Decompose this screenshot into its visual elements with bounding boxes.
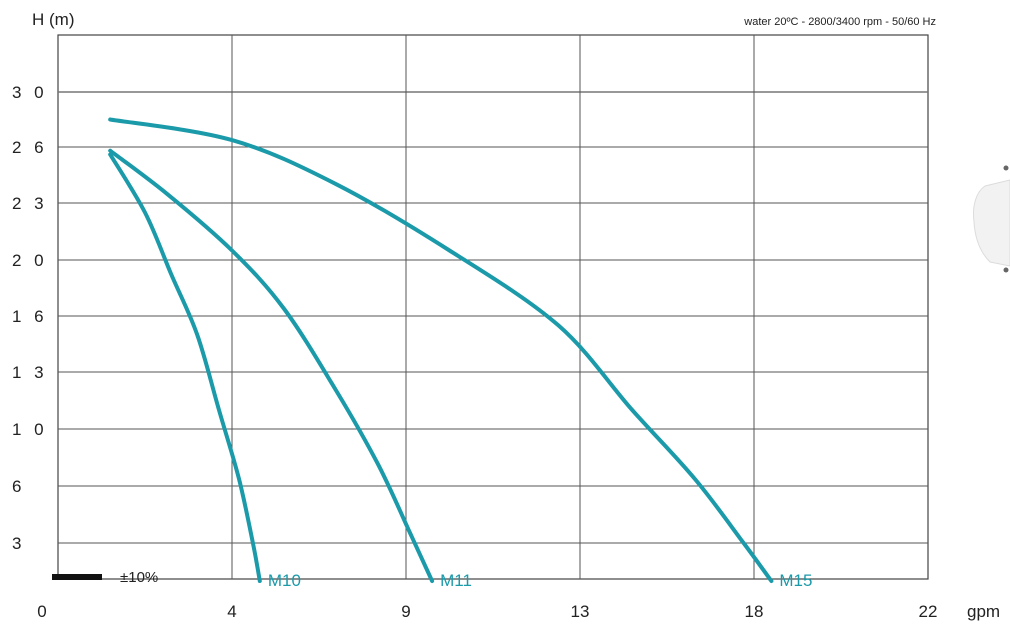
x-tick-labels: 0 4 9 13 18 22 — [37, 602, 937, 621]
curve-m15 — [108, 117, 774, 583]
y-tick-labels: 3 0 2 6 2 3 2 0 1 6 1 3 1 0 6 3 — [12, 83, 48, 553]
pump-curves — [108, 117, 774, 583]
y-tick-label: 2 3 — [12, 194, 48, 213]
x-tick-label: 13 — [571, 602, 590, 621]
y-tick-label: 1 3 — [12, 363, 48, 382]
x-axis-title: gpm — [967, 602, 1000, 621]
horizontal-grid — [58, 91, 928, 544]
y-tick-label: 6 — [12, 477, 25, 496]
y-tick-label: 1 0 — [12, 420, 48, 439]
series-label-m10: M10 — [268, 571, 301, 590]
series-labels: M10 M11 M15 — [268, 571, 813, 590]
pump-product-image — [973, 165, 1010, 273]
x-tick-label: 9 — [401, 602, 410, 621]
y-tick-label: 3 — [12, 534, 25, 553]
y-tick-label: 1 6 — [12, 307, 48, 326]
chart-subtitle: water 20ºC - 2800/3400 rpm - 50/60 Hz — [743, 16, 936, 28]
curve-m10 — [108, 152, 262, 583]
tolerance-bar — [52, 574, 102, 580]
vertical-grid — [231, 35, 755, 579]
series-label-m15: M15 — [779, 571, 812, 590]
y-axis-title: H (m) — [32, 10, 74, 29]
plot-frame — [57, 34, 929, 580]
y-tick-label: 2 6 — [12, 138, 48, 157]
tolerance-label: ±10% — [120, 569, 158, 586]
x-tick-label: 22 — [919, 602, 938, 621]
series-label-m11: M11 — [440, 571, 472, 590]
x-tick-label: 18 — [745, 602, 764, 621]
x-tick-label: 4 — [227, 602, 236, 621]
curve-m11 — [108, 148, 435, 583]
y-tick-label: 3 0 — [12, 83, 48, 102]
y-tick-label: 2 0 — [12, 251, 48, 270]
x-tick-label: 0 — [37, 602, 46, 621]
